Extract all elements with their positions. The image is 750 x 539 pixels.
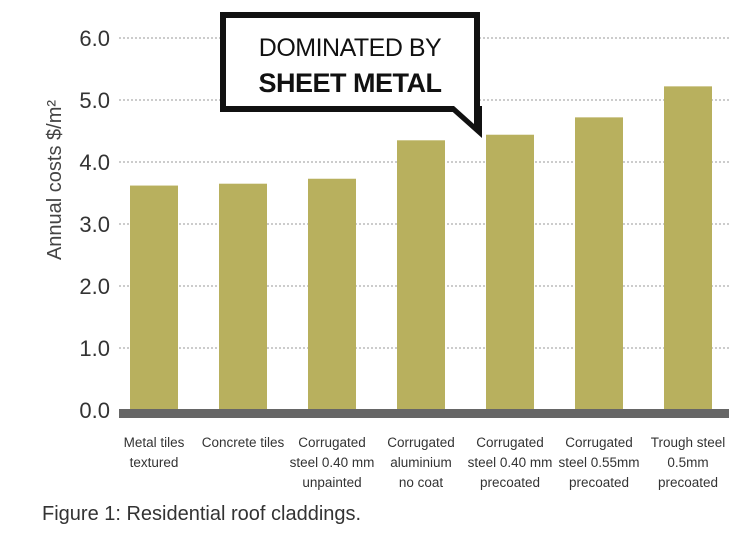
bars xyxy=(130,86,712,411)
bar xyxy=(575,117,623,411)
bar xyxy=(219,183,267,410)
category-labels: Metal tiles textured Concrete tiles Corruga… xyxy=(124,435,726,490)
category-label: Metal tiles textured xyxy=(124,435,185,470)
figure-caption: Figure 1: Residential roof claddings. xyxy=(42,503,362,525)
callout-tail xyxy=(446,106,482,138)
category-label: Corrugated steel 0.55mm precoated xyxy=(558,435,639,490)
y-axis-label: Annual costs $/m² xyxy=(44,100,66,260)
bar xyxy=(397,140,445,411)
annotation-line-1: DOMINATED BY xyxy=(258,34,442,62)
y-tick-label: 5.0 xyxy=(79,88,110,113)
y-tick-label: 6.0 xyxy=(79,26,110,51)
y-tick-label: 3.0 xyxy=(79,212,110,237)
y-tick-label: 2.0 xyxy=(79,274,110,299)
bar xyxy=(486,134,534,410)
category-label: Trough steel 0.5mm precoated xyxy=(651,435,726,490)
category-label: Corrugated aluminium no coat xyxy=(387,435,455,490)
annotation-line-2: SHEET METAL xyxy=(258,68,443,98)
y-tick-label: 1.0 xyxy=(79,336,110,361)
category-label: Concrete tiles xyxy=(202,435,285,450)
category-label: Corrugated steel 0.40 mm precoated xyxy=(468,435,553,490)
bar xyxy=(130,185,178,410)
y-tick-label: 0.0 xyxy=(79,398,110,423)
y-tick-labels: 0.0 1.0 2.0 3.0 4.0 5.0 6.0 xyxy=(79,26,110,423)
annotation-callout: DOMINATED BY SHEET METAL xyxy=(220,12,480,112)
bar xyxy=(664,86,712,411)
bar xyxy=(308,178,356,410)
baseline-bar xyxy=(119,409,729,418)
y-tick-label: 4.0 xyxy=(79,150,110,175)
category-label: Corrugated steel 0.40 mm unpainted xyxy=(290,435,375,490)
